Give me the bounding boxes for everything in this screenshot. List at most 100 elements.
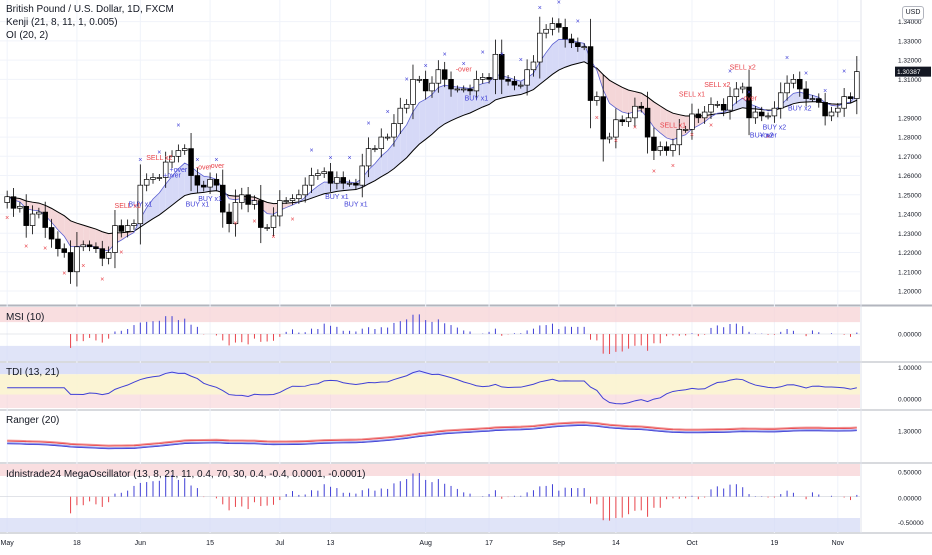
- kenji-band-segment: [622, 87, 629, 114]
- candle-down: [422, 78, 429, 92]
- oi-cross-marker: ×: [290, 217, 294, 224]
- kenji-band-segment: [793, 92, 800, 104]
- candle-down: [327, 171, 334, 184]
- candle-down: [441, 69, 448, 80]
- tdi-lower-zone: [0, 394, 860, 408]
- msi-pane-title[interactable]: MSI (10): [6, 312, 45, 323]
- kenji-band-segment: [76, 223, 84, 247]
- price-axis-tick: 1.25000: [898, 192, 922, 199]
- signal-annotation: BUY x2: [788, 105, 812, 112]
- oi-cross-marker: ×: [348, 155, 352, 162]
- kenji-band-segment: [425, 94, 432, 140]
- candle-up: [391, 123, 397, 138]
- signal-annotation: BUY x1: [325, 194, 349, 201]
- candle-down: [575, 42, 581, 47]
- oi-cross-marker: ×: [652, 169, 656, 176]
- candle-down: [448, 78, 454, 90]
- candle-up: [701, 111, 708, 119]
- candle-up: [676, 129, 683, 146]
- kenji-band-segment: [546, 44, 553, 80]
- oi-cross-marker: ×: [728, 69, 732, 76]
- candle-up: [80, 244, 87, 248]
- ranger-pane-title[interactable]: Ranger (20): [6, 415, 60, 426]
- candle-up: [169, 155, 175, 163]
- candle-up: [105, 252, 112, 259]
- candle-down: [353, 182, 359, 186]
- candle-up: [112, 225, 118, 253]
- candle-up: [841, 96, 847, 109]
- kenji-band-segment: [457, 87, 464, 118]
- mega-axis-tick: 0.00000: [898, 496, 922, 503]
- candle-up: [549, 23, 556, 30]
- symbol-title[interactable]: British Pound / U.S. Dollar, 1D, FXCM: [6, 4, 174, 15]
- candle-down: [803, 88, 809, 99]
- kenji-band-segment: [463, 87, 471, 116]
- kenji-band-segment: [470, 85, 477, 113]
- tdi-pane-title[interactable]: TDI (13, 21): [6, 367, 60, 378]
- candle-down: [663, 146, 670, 151]
- tdi-axis-tick: 0.00000: [898, 397, 922, 404]
- candle-down: [188, 148, 194, 176]
- candle-down: [746, 86, 752, 119]
- last-price-value: 1.30387: [897, 69, 921, 76]
- currency-badge[interactable]: USD: [902, 6, 924, 20]
- candle-up: [315, 173, 321, 176]
- x-axis-label: 19: [771, 540, 779, 547]
- price-axis-tick: 1.21000: [898, 269, 922, 276]
- candle-down: [194, 175, 201, 186]
- oi-cross-marker: ×: [386, 109, 390, 116]
- oi-cross-marker: ×: [709, 122, 713, 129]
- signal-annotation: BUY x1: [186, 202, 210, 209]
- candle-up: [777, 92, 784, 109]
- kenji-indicator-label[interactable]: Kenji (21, 8, 11, 1, 0.005): [6, 17, 118, 28]
- candle-up: [518, 84, 524, 87]
- megaoscillator-pane-title[interactable]: Idnistrade24 MegaOscillator (13, 8, 21, …: [6, 469, 366, 480]
- candle-up: [378, 136, 385, 149]
- candle-down: [556, 23, 562, 28]
- candle-down: [486, 77, 492, 80]
- oi-cross-marker: ×: [519, 57, 523, 64]
- candle-down: [48, 227, 55, 240]
- candle-up: [346, 182, 353, 185]
- candle-up: [296, 194, 302, 199]
- candle-down: [118, 225, 125, 232]
- kenji-band-segment: [102, 231, 109, 251]
- oi-cross-marker: ×: [595, 115, 599, 122]
- kenji-band-segment: [305, 191, 312, 201]
- candle-up: [403, 104, 410, 109]
- oi-cross-marker: ×: [747, 90, 751, 97]
- candle-down: [758, 111, 765, 117]
- signal-annotation: -over: [741, 95, 758, 102]
- candle-down: [219, 184, 226, 213]
- oi-cross-marker: ×: [462, 61, 466, 68]
- candle-up: [606, 136, 613, 140]
- kenji-band-segment: [444, 85, 452, 124]
- oi-indicator-label[interactable]: OI (20, 2): [6, 30, 49, 41]
- candle-up: [162, 161, 169, 178]
- kenji-band-segment: [432, 87, 439, 135]
- x-axis-label: 13: [327, 540, 335, 547]
- kenji-band-segment: [172, 168, 179, 206]
- oi-cross-marker: ×: [785, 55, 789, 62]
- candle-up: [143, 179, 150, 186]
- kenji-band-segment: [70, 220, 77, 247]
- kenji-band-segment: [178, 163, 185, 201]
- candle-up: [137, 184, 144, 225]
- candle-down: [226, 211, 232, 225]
- kenji-band-segment: [381, 150, 388, 177]
- price-axis-tick: 1.33000: [898, 38, 922, 45]
- signal-annotation: SELL x2: [704, 82, 730, 89]
- candle-down: [505, 78, 511, 82]
- candle-up: [17, 205, 23, 209]
- candle-down: [42, 211, 48, 228]
- candle-up: [854, 71, 860, 99]
- candle-up: [708, 104, 714, 113]
- candle-down: [55, 238, 61, 250]
- price-axis-tick: 1.24000: [898, 212, 922, 219]
- candle-up: [251, 200, 258, 205]
- kenji-band-segment: [400, 124, 407, 164]
- oi-cross-marker: ×: [62, 271, 66, 278]
- x-axis-label: Jun: [135, 540, 146, 547]
